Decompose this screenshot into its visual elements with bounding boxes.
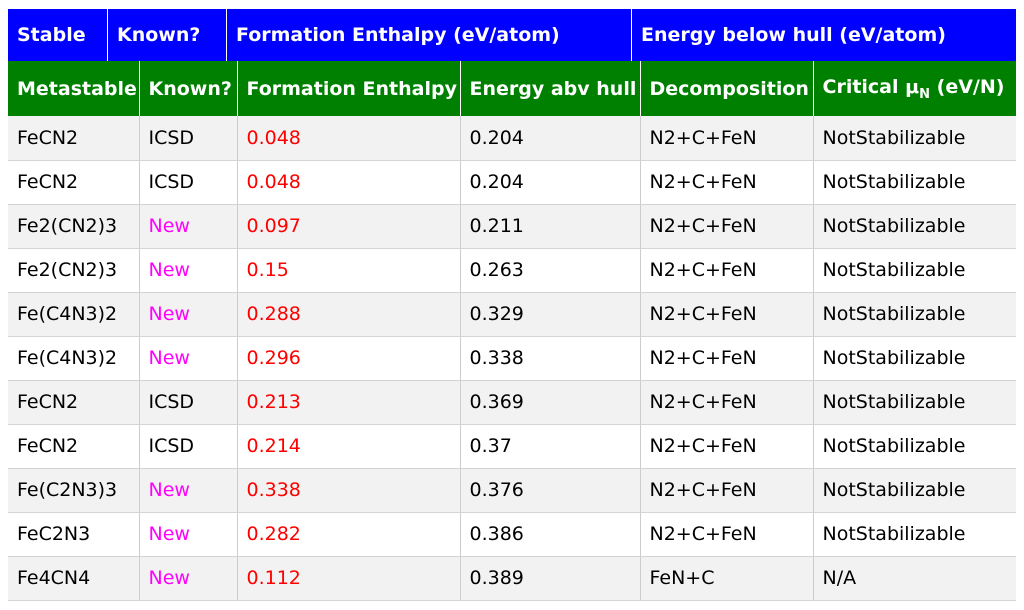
stable-header-bar: Stable Known? Formation Enthalpy (eV/ato…: [8, 9, 1016, 61]
compound-cell: FeCN2: [8, 424, 140, 469]
energy-abv-hull-cell: 0.338: [460, 336, 641, 381]
formation-enthalpy-column-header: Formation Enthalpy: [237, 61, 461, 116]
table-row: FeCN2 ICSD 0.214 0.37 N2+C+FeN NotStabilizabl…: [8, 424, 1016, 469]
energy-abv-hull-cell: 0.37: [460, 424, 641, 469]
compound-cell: Fe2(CN2)3: [8, 204, 140, 249]
critical-mu-subscript: N: [919, 86, 931, 102]
metastable-column-header: Metastable: [8, 61, 140, 116]
decomposition-cell: N2+C+FeN: [640, 116, 814, 161]
known-column-header: Known?: [139, 61, 238, 116]
compound-cell: FeC2N3: [8, 512, 140, 557]
critical-mu-cell: NotStabilizable: [813, 468, 1016, 513]
energy-abv-hull-cell: 0.386: [460, 512, 641, 557]
decomposition-cell: N2+C+FeN: [640, 248, 814, 293]
stable-hull-column-header: Energy below hull (eV/atom): [641, 24, 946, 46]
decomposition-cell: N2+C+FeN: [640, 160, 814, 205]
energy-abv-hull-cell: 0.329: [460, 292, 641, 337]
table-row: Fe(C4N3)2 New 0.296 0.338 N2+C+FeN NotStabili…: [8, 336, 1016, 381]
table-row: FeCN2 ICSD 0.213 0.369 N2+C+FeN NotStabilizab…: [8, 380, 1016, 425]
metastable-table: Metastable Known? Formation Enthalpy Ene…: [8, 61, 1016, 601]
critical-mu-cell: NotStabilizable: [813, 248, 1016, 293]
decomposition-cell: N2+C+FeN: [640, 424, 814, 469]
formation-enthalpy-cell: 0.15: [237, 248, 461, 293]
formation-enthalpy-cell: 0.097: [237, 204, 461, 249]
decomposition-column-header: Decomposition: [640, 61, 814, 116]
compound-cell: Fe2(CN2)3: [8, 248, 140, 293]
table-row: Fe2(CN2)3 New 0.15 0.263 N2+C+FeN NotStabiliz…: [8, 248, 1016, 293]
critical-mu-cell: NotStabilizable: [813, 380, 1016, 425]
known-cell: New: [139, 468, 238, 513]
decomposition-cell: N2+C+FeN: [640, 512, 814, 557]
critical-mu-cell: NotStabilizable: [813, 424, 1016, 469]
energy-abv-hull-column-header: Energy abv hull: [460, 61, 641, 116]
decomposition-cell: FeN+C: [640, 556, 814, 601]
critical-mu-cell: NotStabilizable: [813, 336, 1016, 381]
critical-mu-label: Critical μ: [822, 75, 920, 98]
known-cell: ICSD: [139, 424, 238, 469]
phase-stability-panel: Stable Known? Formation Enthalpy (eV/ato…: [8, 9, 1016, 601]
decomposition-cell: N2+C+FeN: [640, 336, 814, 381]
formation-enthalpy-cell: 0.282: [237, 512, 461, 557]
critical-mu-cell: NotStabilizable: [813, 160, 1016, 205]
table-row: Fe(C4N3)2 New 0.288 0.329 N2+C+FeN NotStabili…: [8, 292, 1016, 337]
stable-formation-column-header: Formation Enthalpy (eV/atom): [227, 9, 632, 61]
formation-enthalpy-cell: 0.213: [237, 380, 461, 425]
formation-enthalpy-cell: 0.112: [237, 556, 461, 601]
compound-cell: Fe(C4N3)2: [8, 292, 140, 337]
decomposition-cell: N2+C+FeN: [640, 380, 814, 425]
known-cell: New: [139, 512, 238, 557]
stable-column-header: Stable: [8, 9, 108, 61]
known-cell: New: [139, 556, 238, 601]
compound-cell: FeCN2: [8, 160, 140, 205]
compound-cell: Fe(C4N3)2: [8, 336, 140, 381]
known-cell: ICSD: [139, 160, 238, 205]
critical-mu-unit: (eV/N): [930, 75, 1005, 98]
formation-enthalpy-cell: 0.296: [237, 336, 461, 381]
formation-enthalpy-cell: 0.338: [237, 468, 461, 513]
stable-known-column-header: Known?: [108, 9, 227, 61]
metastable-header-row: Metastable Known? Formation Enthalpy Ene…: [8, 61, 1016, 116]
critical-mu-column-header: Critical μN (eV/N): [813, 61, 1016, 116]
decomposition-cell: N2+C+FeN: [640, 204, 814, 249]
table-row: FeCN2 ICSD 0.048 0.204 N2+C+FeN NotStabilizab…: [8, 160, 1016, 205]
known-cell: New: [139, 248, 238, 293]
critical-mu-cell: NotStabilizable: [813, 512, 1016, 557]
energy-abv-hull-cell: 0.389: [460, 556, 641, 601]
critical-mu-cell: NotStabilizable: [813, 116, 1016, 161]
decomposition-cell: N2+C+FeN: [640, 292, 814, 337]
known-cell: ICSD: [139, 380, 238, 425]
energy-abv-hull-cell: 0.211: [460, 204, 641, 249]
known-cell: New: [139, 292, 238, 337]
table-row: Fe2(CN2)3 New 0.097 0.211 N2+C+FeN NotStabili…: [8, 204, 1016, 249]
metastable-header: Metastable Known? Formation Enthalpy Ene…: [8, 61, 1016, 116]
table-row: FeC2N3 New 0.282 0.386 N2+C+FeN NotStabilizab…: [8, 512, 1016, 557]
energy-abv-hull-cell: 0.376: [460, 468, 641, 513]
critical-mu-cell: NotStabilizable: [813, 204, 1016, 249]
formation-enthalpy-cell: 0.048: [237, 160, 461, 205]
compound-cell: Fe4CN4: [8, 556, 140, 601]
compound-cell: FeCN2: [8, 116, 140, 161]
table-row: Fe(C2N3)3 New 0.338 0.376 N2+C+FeN NotStabili…: [8, 468, 1016, 513]
critical-mu-cell: N/A: [813, 556, 1016, 601]
compound-cell: FeCN2: [8, 380, 140, 425]
formation-enthalpy-cell: 0.288: [237, 292, 461, 337]
energy-abv-hull-cell: 0.369: [460, 380, 641, 425]
known-cell: ICSD: [139, 116, 238, 161]
known-cell: New: [139, 336, 238, 381]
compound-cell: Fe(C2N3)3: [8, 468, 140, 513]
formation-enthalpy-cell: 0.048: [237, 116, 461, 161]
metastable-rows: FeCN2 ICSD 0.048 0.204 N2+C+FeN NotStabilizab…: [8, 116, 1016, 601]
table-row: FeCN2 ICSD 0.048 0.204 N2+C+FeN NotStabilizab…: [8, 116, 1016, 161]
energy-abv-hull-cell: 0.204: [460, 116, 641, 161]
known-cell: New: [139, 204, 238, 249]
energy-abv-hull-cell: 0.204: [460, 160, 641, 205]
formation-enthalpy-cell: 0.214: [237, 424, 461, 469]
table-row: Fe4CN4 New 0.112 0.389 FeN+C N/A: [8, 556, 1016, 601]
energy-abv-hull-cell: 0.263: [460, 248, 641, 293]
decomposition-cell: N2+C+FeN: [640, 468, 814, 513]
critical-mu-cell: NotStabilizable: [813, 292, 1016, 337]
